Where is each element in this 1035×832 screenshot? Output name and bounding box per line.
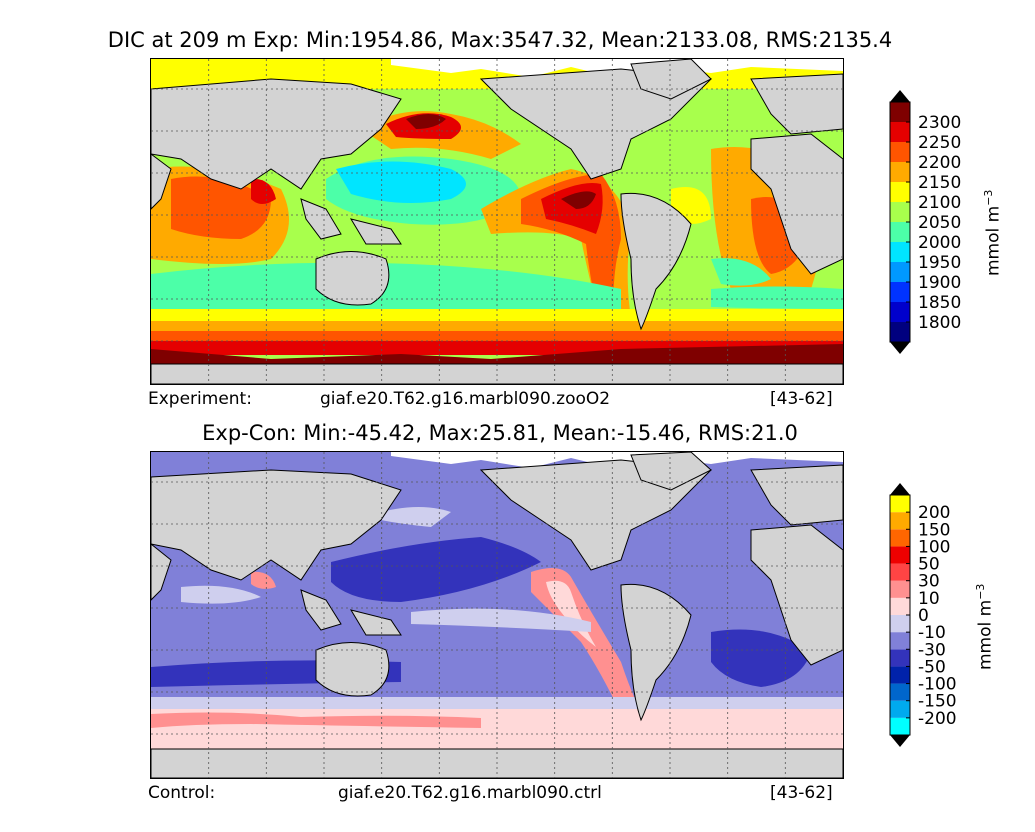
colorbar-segment <box>890 242 910 262</box>
experiment-colorbar: 1800 1850 1900 1950 2000 2050 2100 2150 2200 2250… <box>889 90 1010 355</box>
colorbar-tick-label: 10 <box>918 589 940 609</box>
colorbar-segment <box>890 282 910 302</box>
colorbar-tick-label: 1900 <box>918 273 961 293</box>
difference-colorbar-unit: mmol m−3 <box>974 583 996 670</box>
experiment-case-name: giaf.e20.T62.g16.marbl090.zooO2 <box>320 389 611 409</box>
colorbar-segment <box>890 102 910 122</box>
colorbar-segment <box>890 222 910 242</box>
colorbar-tick-label: 1950 <box>918 253 961 273</box>
colorbar-segment <box>890 717 910 735</box>
colorbar-segment <box>890 529 910 547</box>
colorbar-tick-label: 1800 <box>918 313 961 333</box>
bottom-panel-title: Exp-Con: Min:-45.42, Max:25.81, Mean:-15… <box>202 421 798 445</box>
colorbar-tick-label: -10 <box>918 623 946 643</box>
colorbar-segment <box>890 666 910 684</box>
colorbar-tick-label: -150 <box>918 692 957 712</box>
colorbar-segment <box>890 580 910 598</box>
difference-colorbar: -200 -150 -100 -50 -30 -10 0 10 30 50 100 150 200 <box>889 483 1010 748</box>
colorbar-segment <box>890 262 910 282</box>
colorbar-tick-label: 2250 <box>918 133 961 153</box>
colorbar-segment <box>890 162 910 182</box>
colorbar-tick-label: 2150 <box>918 173 961 193</box>
colorbar-tick-label: 2100 <box>918 193 961 213</box>
experiment-colorbar-unit: mmol m−3 <box>982 189 1004 276</box>
colorbar-tick-label: -100 <box>918 675 957 695</box>
experiment-years: [43-62] <box>770 389 833 409</box>
colorbar-segment <box>890 142 910 162</box>
colorbar-segment <box>890 546 910 564</box>
colorbar-under-arrow <box>890 342 910 354</box>
difference-dic-map <box>150 451 844 779</box>
colorbar-segment <box>890 563 910 581</box>
control-case-name: giaf.e20.T62.g16.marbl090.ctrl <box>338 783 602 803</box>
colorbar-over-arrow <box>890 90 910 102</box>
colorbar-tick-label: 2000 <box>918 233 961 253</box>
top-panel-title: DIC at 209 m Exp: Min:1954.86, Max:3547.… <box>107 28 893 52</box>
colorbar-tick-label: 200 <box>918 503 950 523</box>
colorbar-tick-label: -50 <box>918 657 946 677</box>
colorbar-segment <box>890 202 910 222</box>
control-years: [43-62] <box>770 783 833 803</box>
colorbar-tick-label: 100 <box>918 537 950 557</box>
colorbar-tick-label: 0 <box>918 606 929 626</box>
colorbar-tick-label: 50 <box>918 555 940 575</box>
colorbar-segment <box>890 649 910 667</box>
colorbar-tick-label: 2300 <box>918 113 961 133</box>
colorbar-segment <box>890 495 910 513</box>
colorbar-segment <box>890 632 910 650</box>
colorbar-segment <box>890 683 910 701</box>
colorbar-segment <box>890 322 910 342</box>
colorbar-segment <box>890 182 910 202</box>
experiment-caption-label: Experiment: <box>148 389 252 409</box>
colorbar-segment <box>890 700 910 718</box>
control-caption-label: Control: <box>148 783 216 803</box>
colorbar-segment <box>890 512 910 530</box>
colorbar-under-arrow <box>890 735 910 747</box>
colorbar-segment <box>890 302 910 322</box>
experiment-dic-map <box>150 58 844 385</box>
colorbar-tick-label: 2200 <box>918 153 961 173</box>
colorbar-tick-label: -30 <box>918 640 946 660</box>
colorbar-tick-label: -200 <box>918 709 957 729</box>
colorbar-tick-label: 1850 <box>918 293 961 313</box>
colorbar-segment <box>890 122 910 142</box>
colorbar-tick-label: 150 <box>918 520 950 540</box>
colorbar-tick-label: 2050 <box>918 213 961 233</box>
colorbar-tick-label: 30 <box>918 572 940 592</box>
colorbar-segment <box>890 597 910 615</box>
colorbar-over-arrow <box>890 483 910 495</box>
colorbar-segment <box>890 615 910 633</box>
